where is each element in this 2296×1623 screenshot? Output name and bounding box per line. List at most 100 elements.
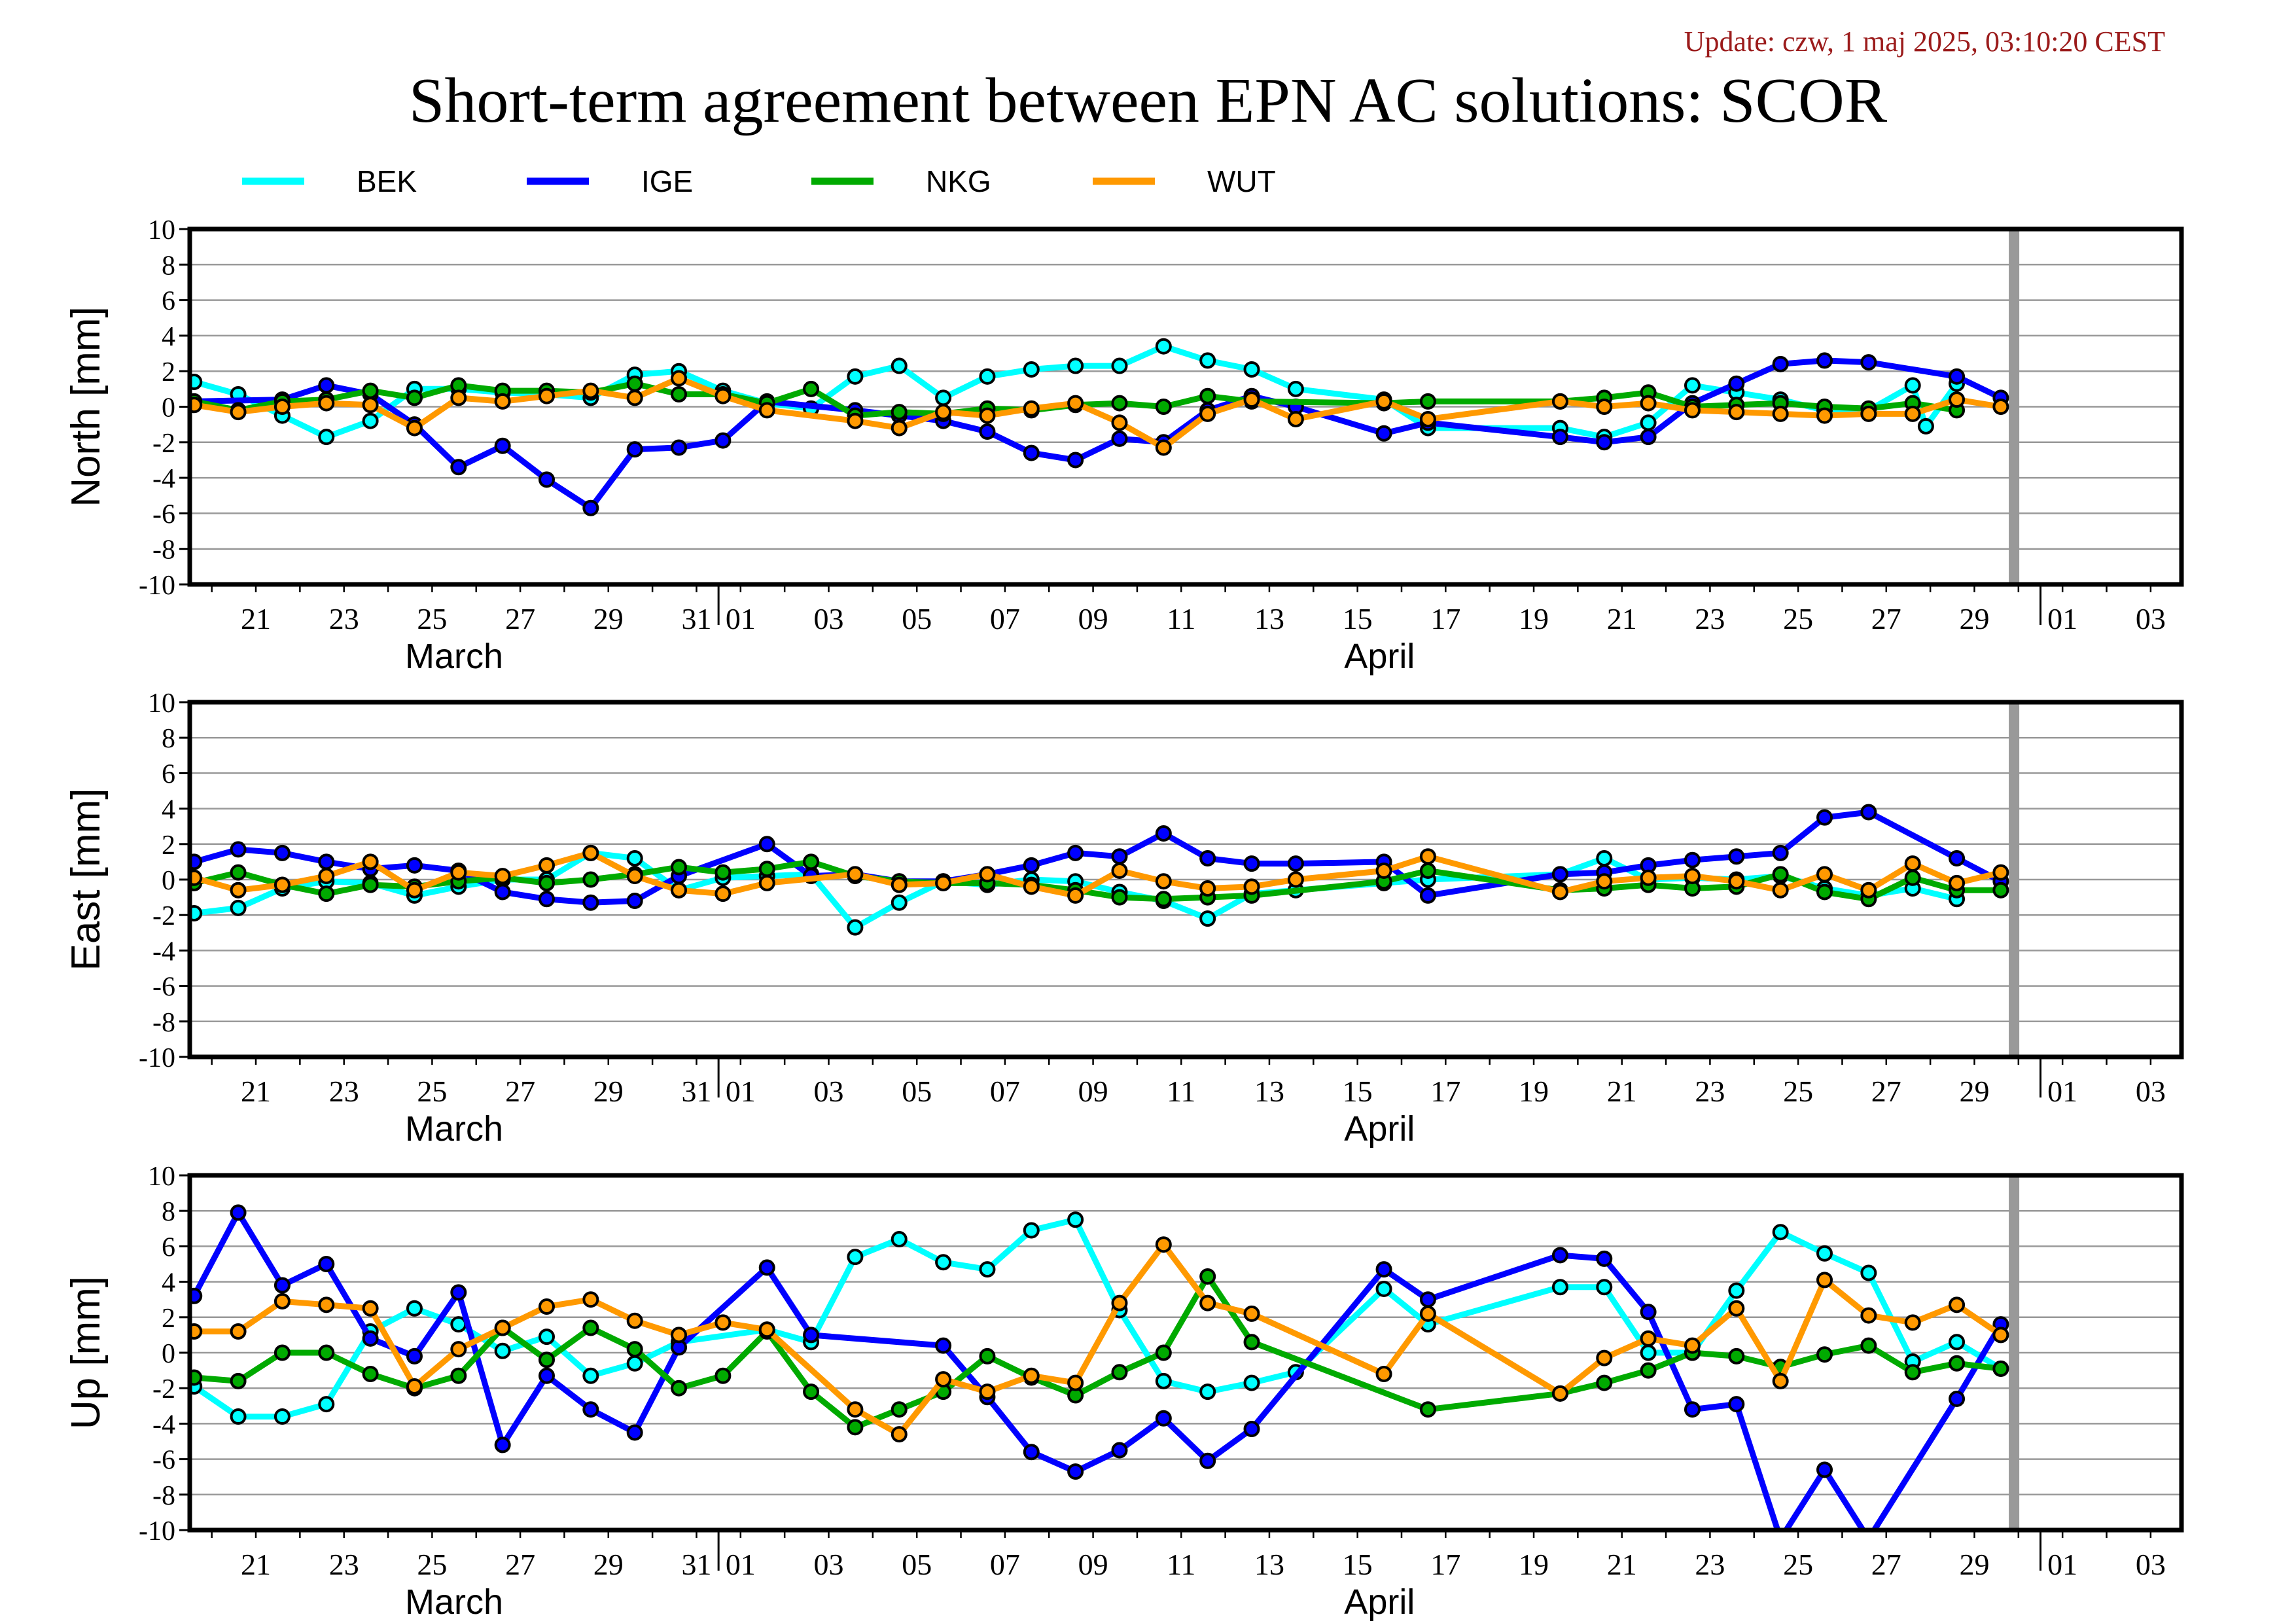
series-nkg [190, 1268, 2009, 1436]
data-point [1067, 1211, 1084, 1228]
data-point [450, 864, 467, 881]
data-point [1243, 1374, 1260, 1391]
data-point [1596, 434, 1613, 451]
x-tick-label: 03 [814, 602, 844, 635]
x-tick-label: 01 [2047, 602, 2077, 635]
y-tick-label: 2 [162, 357, 175, 387]
month-label: April [1344, 1582, 1415, 1622]
data-point [318, 853, 335, 870]
x-tick-label: 29 [1959, 1075, 1989, 1108]
data-point [450, 1341, 467, 1358]
legend-item-bek: BEK [242, 164, 417, 198]
x-tick-label: 23 [1695, 602, 1725, 635]
y-tick-label: 6 [162, 759, 175, 789]
y-tick-label: 10 [148, 215, 175, 245]
data-point [671, 370, 688, 387]
x-tick-label: 11 [1167, 1548, 1195, 1581]
data-point [1419, 1305, 1436, 1322]
data-point [1155, 1236, 1172, 1253]
data-point [1111, 395, 1128, 412]
data-point [1992, 1360, 2009, 1377]
y-tick-label: -4 [152, 936, 175, 967]
data-point [1111, 414, 1128, 431]
data-point [1287, 411, 1304, 428]
data-point [494, 1319, 511, 1336]
data-point [1684, 377, 1701, 394]
data-point [1640, 1330, 1657, 1347]
data-point [230, 1204, 247, 1221]
x-tick-label: 31 [681, 1075, 711, 1108]
x-tick-label: 21 [241, 1548, 271, 1581]
y-tick-label: -2 [152, 901, 175, 931]
x-tick-label: 09 [1078, 1075, 1108, 1108]
data-point [1949, 849, 1966, 866]
data-point [671, 882, 688, 899]
data-point [1243, 1421, 1260, 1438]
data-point [1904, 869, 1921, 886]
data-point [1860, 1307, 1877, 1324]
data-point [1375, 1280, 1392, 1297]
data-point [1917, 418, 1934, 435]
data-point [274, 844, 291, 861]
data-point [1243, 361, 1260, 378]
data-point [494, 1342, 511, 1359]
data-point [715, 387, 732, 404]
legend-item-wut: WUT [1093, 164, 1276, 198]
data-point [1375, 862, 1392, 879]
data-point [538, 471, 555, 488]
x-tick-label: 03 [2136, 1548, 2166, 1581]
data-point [626, 1341, 643, 1358]
data-point [1596, 1250, 1613, 1267]
legend-item-nkg: NKG [811, 164, 991, 198]
data-point [1816, 1245, 1833, 1262]
data-point [362, 382, 379, 399]
data-point [1551, 866, 1568, 883]
data-point [847, 1249, 864, 1266]
data-point [1596, 399, 1613, 415]
data-point [1992, 882, 2009, 899]
data-point [406, 1347, 423, 1364]
data-point [1111, 862, 1128, 879]
data-point [1199, 387, 1216, 404]
data-point [494, 437, 511, 454]
series-ige [190, 1204, 2009, 1530]
y-tick-label: 6 [162, 1232, 175, 1262]
data-point [274, 1293, 291, 1310]
data-point [1287, 380, 1304, 397]
data-point [935, 404, 952, 421]
x-tick-label: 03 [2136, 602, 2166, 635]
data-point [715, 864, 732, 881]
y-tick-label: 2 [162, 830, 175, 861]
data-point [318, 377, 335, 394]
data-point [758, 874, 775, 891]
data-point [1640, 869, 1657, 886]
data-point [626, 441, 643, 458]
data-point [1287, 871, 1304, 888]
data-point [979, 1383, 996, 1400]
data-point [582, 382, 599, 399]
x-tick-label: 21 [241, 1075, 271, 1108]
y-tick-label: -8 [152, 1008, 175, 1038]
data-point [891, 419, 908, 437]
data-point [1199, 849, 1216, 866]
data-point [1419, 1401, 1436, 1418]
data-point [1375, 393, 1392, 410]
y-tick-label: 8 [162, 1197, 175, 1227]
data-point [1199, 1268, 1216, 1285]
data-point [935, 1371, 952, 1388]
data-point [1155, 439, 1172, 456]
x-tick-label: 19 [1519, 1548, 1549, 1581]
data-point [582, 844, 599, 861]
data-point [1684, 868, 1701, 885]
x-tick-label: 19 [1519, 602, 1549, 635]
y-tick-label: 10 [148, 1162, 175, 1192]
data-point [1067, 395, 1084, 412]
data-point [1772, 844, 1789, 861]
data-point [538, 874, 555, 891]
x-tick-label: 17 [1430, 1075, 1460, 1108]
data-point [1640, 395, 1657, 412]
x-tick-label: 09 [1078, 1548, 1108, 1581]
data-point [190, 1323, 203, 1340]
data-point [406, 1378, 423, 1395]
data-point [230, 864, 247, 881]
